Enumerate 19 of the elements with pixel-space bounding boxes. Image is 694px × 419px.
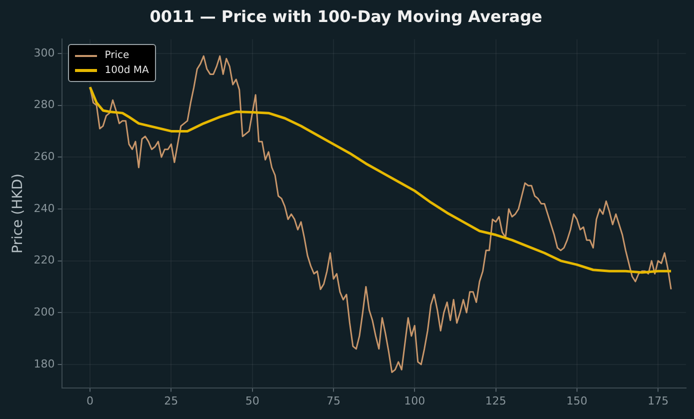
- y-tick-label: 300: [34, 46, 55, 60]
- y-tick-label: 220: [34, 254, 55, 267]
- x-tick-label: 125: [485, 394, 506, 408]
- y-axis-title: Price (HKD): [10, 173, 26, 254]
- y-tick-label: 260: [34, 150, 55, 163]
- x-tick-label: 100: [404, 394, 426, 408]
- x-tick-label: 50: [245, 394, 260, 408]
- y-tick-label: 200: [34, 305, 55, 318]
- y-tick-label: 240: [34, 202, 55, 215]
- x-tick-label: 75: [326, 394, 340, 408]
- y-tick-label: 280: [34, 98, 55, 112]
- chart-title: 0011 — Price with 100-Day Moving Average: [150, 6, 542, 26]
- x-tick-label: 0: [86, 394, 94, 408]
- x-tick-label: 25: [164, 394, 178, 408]
- x-tick-label: 175: [648, 394, 669, 408]
- x-tick-label: 150: [566, 394, 588, 408]
- y-tick-label: 180: [34, 357, 55, 370]
- legend-label: Price: [104, 49, 130, 64]
- legend-label: 100d MA: [104, 64, 149, 78]
